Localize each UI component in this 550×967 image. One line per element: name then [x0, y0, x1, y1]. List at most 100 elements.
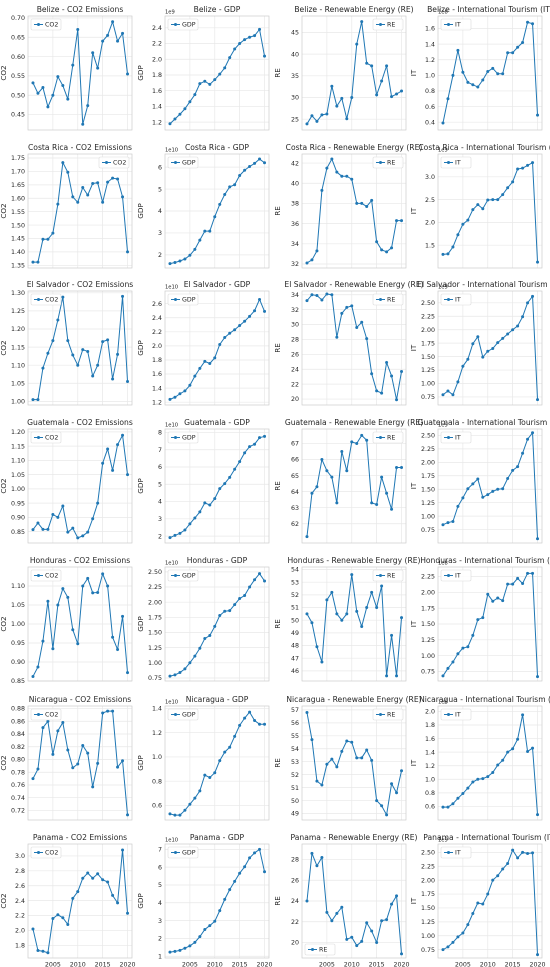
plot-frame — [301, 705, 407, 821]
data-point — [501, 599, 505, 603]
data-point — [345, 174, 349, 178]
data-point — [111, 893, 115, 897]
y-tick-label: 36 — [291, 221, 299, 228]
data-point — [56, 603, 60, 607]
data-point — [121, 848, 125, 852]
y-tick-label: 1.35 — [11, 263, 25, 270]
plot-frame — [164, 566, 270, 682]
data-point — [491, 599, 495, 603]
y-tick-label: 1.0 — [425, 73, 435, 80]
data-point — [320, 783, 324, 787]
data-point — [360, 433, 364, 437]
data-point — [305, 710, 309, 714]
data-point — [46, 599, 50, 603]
data-point — [506, 51, 510, 55]
y-tick-label: 0.95 — [11, 640, 25, 647]
data-point — [471, 912, 475, 916]
data-point — [481, 616, 485, 620]
y-tick-label: 1.20 — [11, 429, 25, 436]
data-point — [355, 326, 359, 330]
data-point — [183, 528, 187, 532]
y-tick-label: 2.0 — [152, 343, 162, 350]
legend: IT — [440, 846, 472, 859]
subplot: 62 63 64 65 66 67 RE Guatemala - Renewable Ener… — [273, 418, 423, 544]
data-point — [61, 504, 65, 508]
data-point — [101, 200, 105, 204]
x-tick-label: 2010 — [480, 962, 496, 967]
y-tick-label: 0.75 — [421, 394, 435, 401]
y-tick-label: 2.25 — [421, 863, 435, 870]
data-point — [223, 193, 227, 197]
y-tick-label: 2.25 — [421, 446, 435, 453]
data-point — [183, 667, 187, 671]
plot-area — [165, 844, 269, 958]
data-point — [501, 72, 505, 76]
data-point — [213, 78, 217, 82]
plot-frame — [27, 843, 133, 959]
y-tick-label: 35 — [291, 73, 299, 80]
data-point — [355, 609, 359, 613]
data-point — [116, 352, 120, 356]
series-line — [306, 712, 403, 817]
data-point — [360, 201, 364, 205]
y-tick-label: 42 — [291, 160, 299, 167]
subplot: 0.75 1.00 1.25 1.50 1.75 2.00 2.25 2.50 GDP Hondu… — [136, 556, 270, 682]
data-point — [116, 647, 120, 651]
y-tick-label: 2.50 — [148, 569, 162, 576]
data-point — [178, 531, 182, 535]
legend-marker — [174, 161, 177, 164]
data-point — [173, 395, 177, 399]
subplot: 1.82.02.22.42.62.83.02005201020152020Yea… — [0, 833, 136, 967]
data-point — [496, 596, 500, 600]
data-point — [46, 351, 50, 355]
y-tick-label: 2.0 — [152, 56, 162, 63]
data-point — [461, 496, 465, 500]
data-point — [456, 504, 460, 508]
data-point — [61, 84, 65, 88]
data-point — [243, 38, 247, 42]
data-point — [395, 219, 399, 223]
y-tick-label: 40 — [291, 51, 299, 58]
data-point — [335, 335, 339, 339]
data-point — [531, 431, 535, 435]
data-point — [375, 606, 379, 610]
plot-frame — [437, 153, 543, 269]
subplot: 0.72 0.74 0.76 0.78 0.80 0.82 0.84 0.86 0.88 CO2 N… — [0, 695, 133, 821]
data-point — [31, 927, 35, 931]
data-point — [340, 618, 344, 622]
data-point — [486, 493, 490, 497]
data-point — [340, 449, 344, 453]
series-line — [32, 296, 129, 401]
legend-box — [167, 431, 199, 444]
data-point — [385, 361, 389, 365]
data-point — [66, 170, 70, 174]
data-point — [315, 645, 319, 649]
data-point — [223, 750, 227, 754]
y-tick-label: 22 — [291, 381, 299, 388]
data-point — [390, 374, 394, 378]
subplot: 0.85 0.90 0.95 1.00 1.05 1.10 CO2 Honduras - CO… — [0, 556, 133, 685]
y-tick-label: 0.88 — [11, 706, 25, 713]
data-point — [121, 195, 125, 199]
data-point — [461, 792, 465, 796]
data-point — [315, 485, 319, 489]
data-point — [511, 848, 515, 852]
data-point — [491, 771, 495, 774]
data-point — [441, 805, 445, 809]
legend-label: IT — [455, 435, 461, 442]
data-point — [521, 850, 525, 854]
legend-label: GDP — [182, 297, 196, 304]
data-point — [56, 75, 60, 79]
data-point — [461, 646, 465, 650]
data-point — [345, 937, 349, 941]
y-tick-label: 30 — [291, 322, 299, 329]
data-point — [496, 874, 500, 878]
legend-box — [98, 156, 130, 169]
y-tick-label: 1.10 — [11, 583, 25, 590]
legend-marker — [379, 713, 382, 716]
data-point — [258, 722, 262, 726]
data-point — [380, 248, 384, 252]
data-point — [258, 27, 262, 31]
data-point — [96, 66, 100, 70]
data-point — [96, 181, 100, 185]
